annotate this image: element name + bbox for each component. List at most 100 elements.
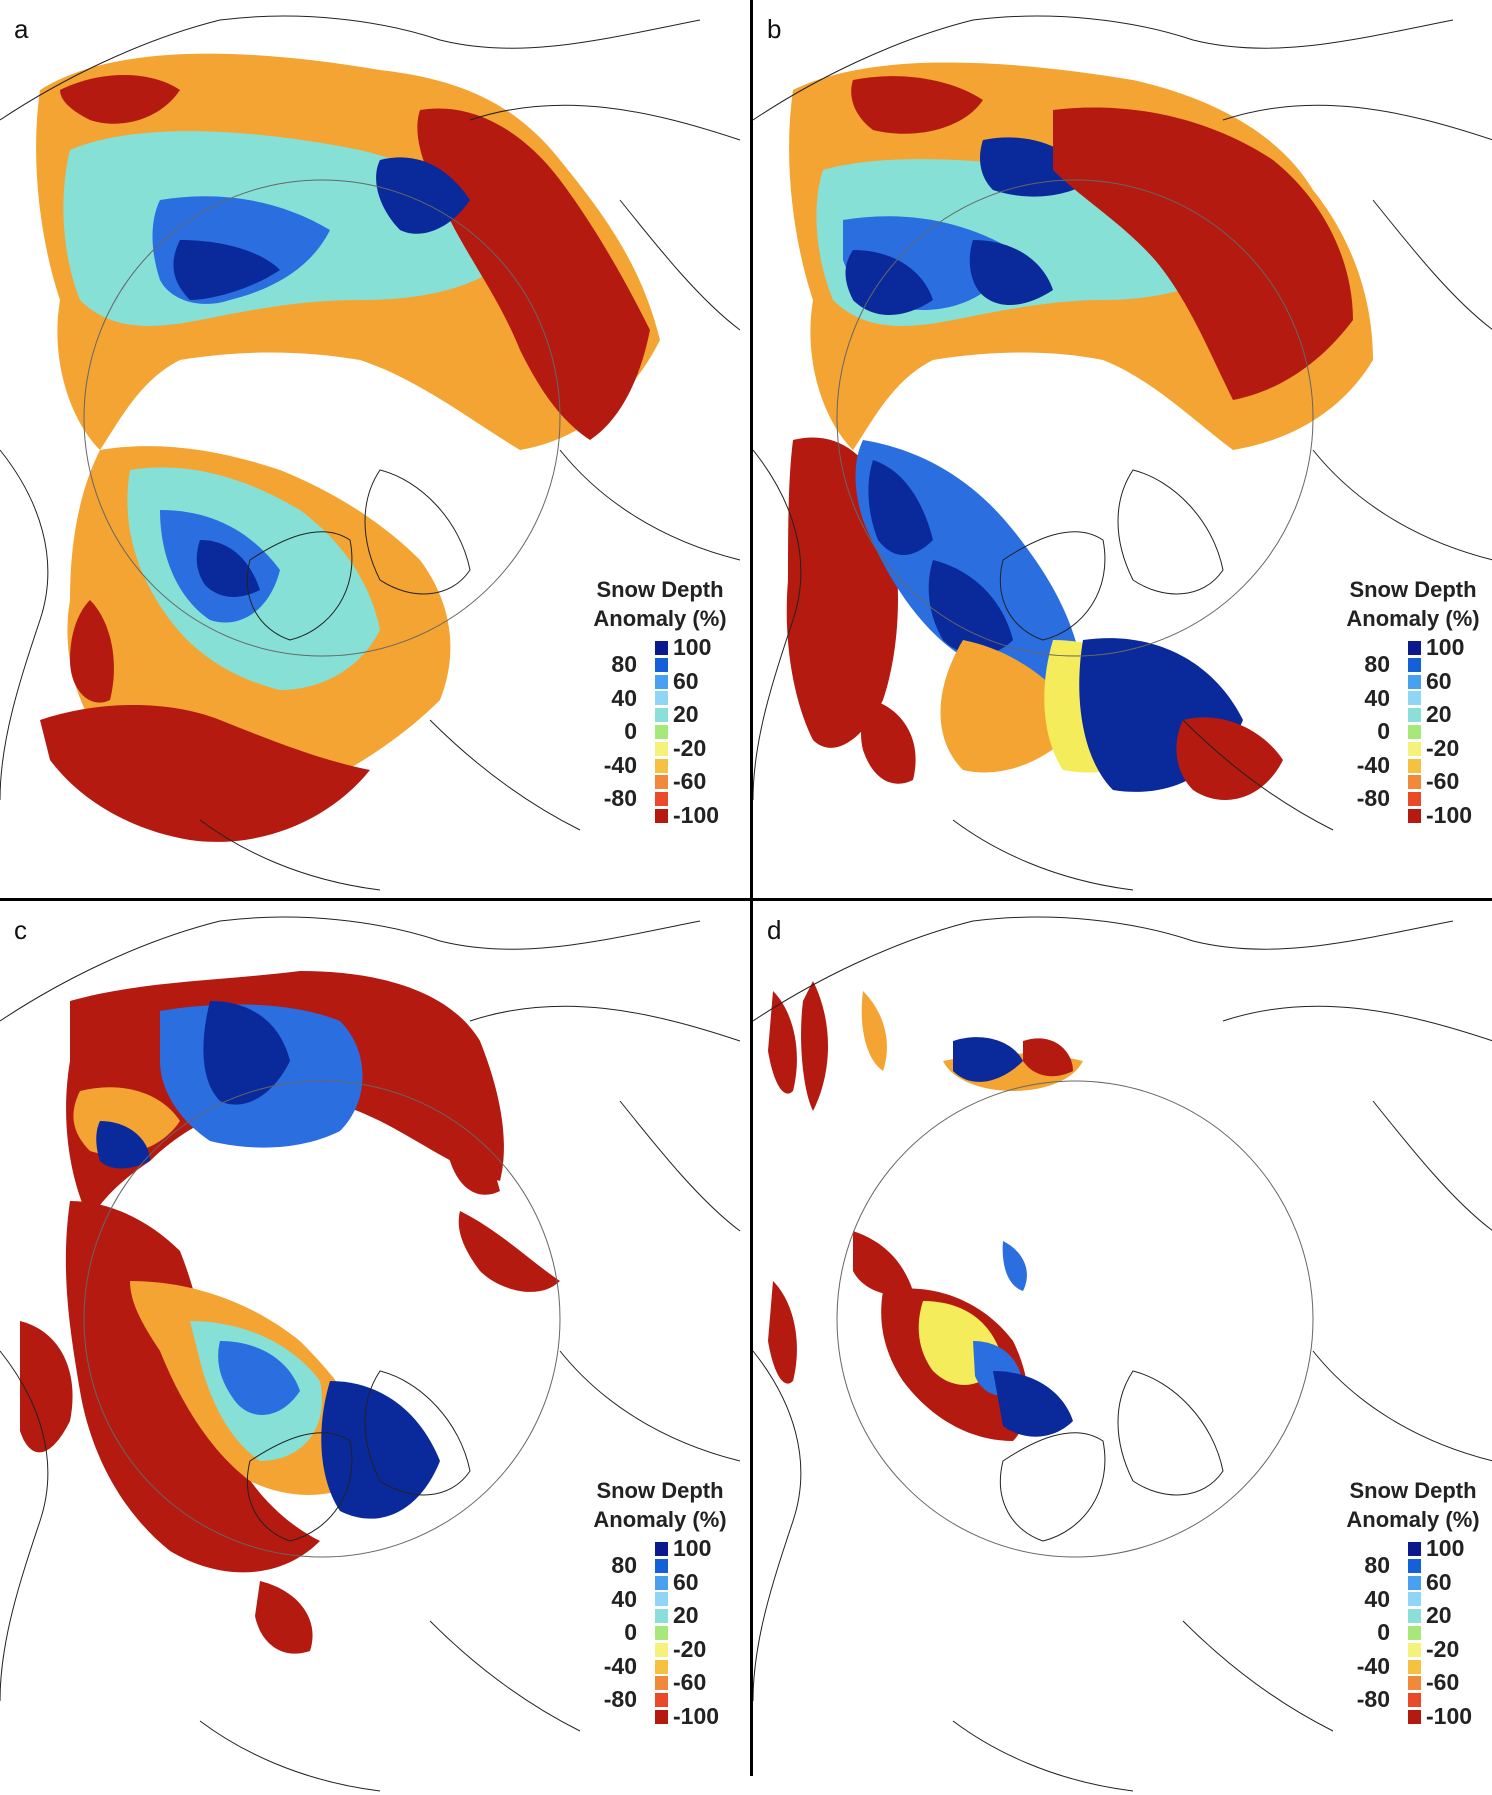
- legend-tick-label: -20: [673, 1635, 707, 1662]
- legend-tick-label: -20: [1426, 734, 1460, 761]
- legend-tick-label: 60: [673, 667, 699, 694]
- legend-tick-label: 60: [1426, 667, 1452, 694]
- legend-swatch: [1408, 641, 1421, 655]
- legend-swatch: [655, 809, 668, 823]
- legend-swatch: [655, 657, 668, 672]
- legend-tick-label: -40: [1356, 751, 1390, 778]
- legend-tick-label: -100: [673, 1703, 720, 1729]
- legend-swatch: [1408, 1659, 1421, 1674]
- legend-swatch: [1408, 1609, 1421, 1624]
- legend-tick-label: 40: [611, 1585, 637, 1612]
- legend-tick-label: -40: [603, 1652, 637, 1679]
- legend-tick-label: 40: [1364, 1585, 1390, 1612]
- snow-anomaly-map-d: [753, 916, 1492, 1792]
- legend-swatch: [655, 792, 668, 807]
- legend-title-line2: Anomaly (%): [1346, 1507, 1480, 1532]
- legend-title: Snow Depth Anomaly (%): [575, 575, 745, 633]
- legend-swatch: [655, 674, 668, 689]
- legend-tick-label: 60: [1426, 1568, 1452, 1595]
- panel-label-a: a: [14, 14, 29, 44]
- legend-tick-label: 60: [673, 1568, 699, 1595]
- legend-tick-label: -80: [1356, 1686, 1390, 1713]
- legend-swatch: [655, 641, 668, 655]
- legend-tick-label: -100: [673, 802, 720, 828]
- legend-swatch: [655, 1626, 668, 1640]
- legend-tick-label: -40: [1356, 1652, 1390, 1679]
- legend-swatch: [655, 775, 668, 790]
- legend-swatch: [1408, 657, 1421, 672]
- coastlines: [753, 15, 1492, 891]
- arctic-circle: [836, 179, 1314, 657]
- legend-swatch: [1408, 1676, 1421, 1691]
- horizontal-divider: [0, 898, 1492, 901]
- anomaly-field: [768, 981, 1083, 1441]
- legend-swatch: [655, 1558, 668, 1573]
- legend-tick-label: 40: [611, 684, 637, 711]
- legend-b: Snow Depth Anomaly (%) 100 60 20 -20 -60 -100…: [1328, 575, 1492, 875]
- legend-tick-label: -60: [673, 768, 707, 795]
- legend-tick-label: -80: [603, 1686, 637, 1713]
- legend-title-line1: Snow Depth: [1349, 577, 1477, 602]
- panel-label-c: c: [14, 915, 27, 945]
- arctic-circle: [836, 1080, 1314, 1558]
- panel-b: b Snow Depth Anomaly (%) 100 60 20 -20 -60 -1…: [753, 0, 1492, 894]
- legend-swatch: [655, 1609, 668, 1624]
- legend-tick-label: -40: [603, 751, 637, 778]
- panel-label-b: b: [767, 14, 782, 44]
- anomaly-field: [786, 62, 1373, 800]
- legend-swatch: [655, 1575, 668, 1590]
- legend-swatch: [655, 691, 668, 706]
- legend-tick-label: -80: [1356, 785, 1390, 812]
- legend-title-line2: Anomaly (%): [1346, 606, 1480, 631]
- legend-swatch: [1408, 708, 1421, 723]
- legend-tick-label: 80: [611, 651, 637, 677]
- legend-d: Snow Depth Anomaly (%) 100 60 20 -20 -60 -100…: [1328, 1476, 1492, 1776]
- legend-tick-label: -100: [1426, 1703, 1473, 1729]
- legend-swatch: [1408, 1626, 1421, 1640]
- arctic-circle: [83, 1080, 561, 1558]
- legend-a: Snow Depth Anomaly (%) 100 60 20 -20 -60 -100…: [575, 575, 745, 875]
- legend-swatch: [655, 1710, 668, 1724]
- legend-tick-label: 100: [673, 1535, 712, 1561]
- legend-tick-label: -60: [1426, 1669, 1460, 1696]
- snow-anomaly-map-b: [753, 15, 1492, 891]
- legend-swatch: [655, 725, 668, 739]
- panel-d: d Snow Depth Anomaly (%) 100 60 20 -20 -60 -1…: [753, 901, 1492, 1795]
- legend-swatch: [1408, 725, 1421, 739]
- legend-tick-label: 100: [673, 634, 712, 660]
- legend-tick-label: -60: [673, 1669, 707, 1696]
- snow-anomaly-map-a: [0, 15, 741, 891]
- snow-anomaly-map-c: [0, 916, 741, 1792]
- legend-swatch: [655, 758, 668, 773]
- coastlines: [0, 916, 741, 1792]
- legend-swatch: [1408, 1642, 1421, 1657]
- legend-c: Snow Depth Anomaly (%) 100 60 20 -20 -60 -100…: [575, 1476, 745, 1776]
- anomaly-field: [20, 971, 560, 1654]
- legend-tick-label: -80: [603, 785, 637, 812]
- legend-swatch: [1408, 809, 1421, 823]
- anomaly-field: [36, 53, 660, 842]
- legend-tick-label: 40: [1364, 684, 1390, 711]
- legend-title-line1: Snow Depth: [596, 1478, 724, 1503]
- legend-swatch: [655, 1592, 668, 1607]
- legend-swatch: [655, 741, 668, 756]
- legend-swatch: [1408, 1542, 1421, 1556]
- arctic-circle: [83, 179, 561, 657]
- vertical-divider: [750, 0, 753, 1776]
- legend-title: Snow Depth Anomaly (%): [1328, 575, 1492, 633]
- legend-swatch: [1408, 792, 1421, 807]
- legend-title-line2: Anomaly (%): [593, 1507, 727, 1532]
- legend-title: Snow Depth Anomaly (%): [575, 1476, 745, 1534]
- legend-swatch: [1408, 1575, 1421, 1590]
- legend-tick-label: 100: [1426, 1535, 1465, 1561]
- legend-tick-label: -20: [673, 734, 707, 761]
- legend-swatch: [655, 1659, 668, 1674]
- legend-tick-label: 80: [1364, 651, 1390, 677]
- legend-swatch: [1408, 1710, 1421, 1724]
- legend-swatch: [1408, 1558, 1421, 1573]
- panel-label-d: d: [767, 915, 782, 945]
- legend-swatch: [1408, 758, 1421, 773]
- legend-tick-label: 20: [1426, 1602, 1452, 1629]
- panel-a: a Snow Depth Anomaly (%) 100 60 20 -20 -60 -1…: [0, 0, 746, 894]
- legend-swatch: [655, 1642, 668, 1657]
